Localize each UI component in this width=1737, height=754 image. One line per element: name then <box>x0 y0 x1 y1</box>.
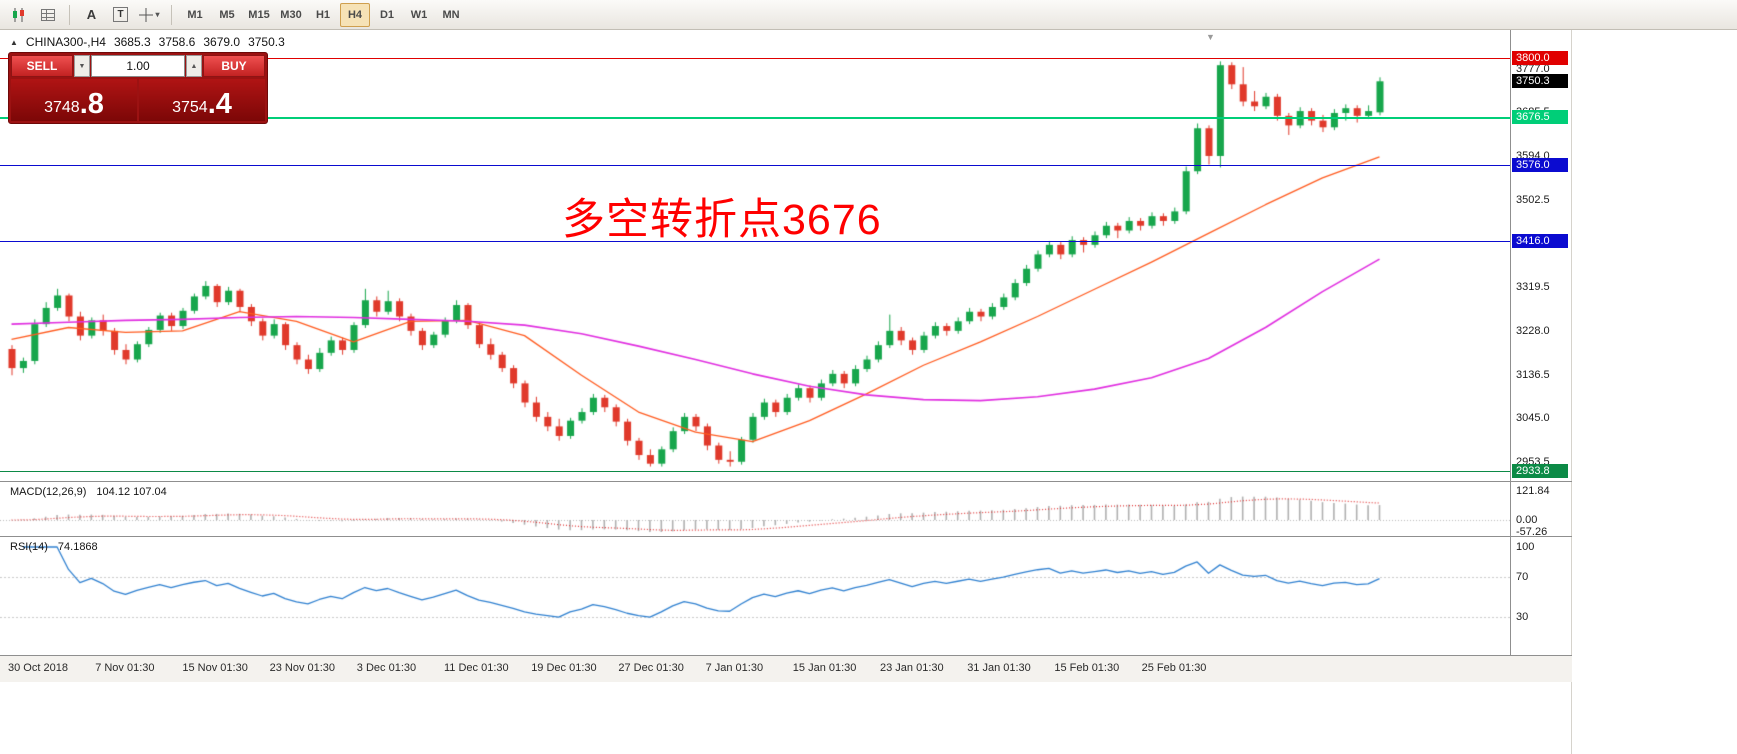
timeframe-button-h4[interactable]: H4 <box>340 2 370 27</box>
caret-down-icon: ▾ <box>155 10 160 19</box>
toolbar: A T ▾ M1 M5 M15 M30 H1 H4 D1 W1 MN <box>0 0 1737 30</box>
chart-annotation-text[interactable]: 多空转折点3676 <box>562 196 882 244</box>
macd-pane-canvas[interactable] <box>0 482 1510 536</box>
text-label-button[interactable]: A <box>78 3 105 27</box>
price-axis-tick: 3228.0 <box>1516 324 1550 337</box>
ohlc-close: 3750.3 <box>248 35 285 49</box>
time-axis[interactable]: 30 Oct 2018 7 Nov 01:30 15 Nov 01:30 23 Nov… <box>0 656 1572 682</box>
toolbar-separator <box>171 4 172 25</box>
horizontal-line-3576.0[interactable] <box>0 165 1510 166</box>
time-axis-label: 31 Jan 01:30 <box>967 662 1031 674</box>
ohlc-high: 3758.6 <box>158 35 196 49</box>
price-level-label-3800.0: 3800.0 <box>1512 50 1568 65</box>
pane-separator <box>0 655 1572 656</box>
timeframe-button-w1[interactable]: W1 <box>404 3 434 27</box>
horizontal-line-2933.8[interactable] <box>0 471 1510 472</box>
crosshair-icon <box>139 7 154 22</box>
symbol-period-label: CHINA300-,H4 <box>25 35 106 49</box>
sell-price-big: .8 <box>79 88 104 121</box>
indicators-grid-icon <box>40 8 55 21</box>
rsi-axis-label: 70 <box>1516 571 1529 583</box>
sell-button[interactable]: SELL <box>11 55 73 77</box>
volume-increase-button[interactable]: ▲ <box>186 55 202 77</box>
macd-pane-label: MACD(12,26,9) 104.12 107.04 <box>10 486 167 498</box>
symbol-triangle-icon: ▲ <box>10 37 18 47</box>
timeframe-button-mn[interactable]: MN <box>436 3 466 27</box>
buy-price-big: .4 <box>207 88 232 121</box>
chart-title: ▲ CHINA300-,H4 3685.3 3758.6 3679.0 3750… <box>10 35 285 49</box>
price-axis-tick: 3045.0 <box>1516 412 1550 425</box>
price-axis-tick: 3777.0 <box>1516 62 1550 75</box>
pane-separator[interactable] <box>0 536 1572 537</box>
text-label-icon: A <box>86 7 97 22</box>
rsi-pane-label: RSI(14) 74.1868 <box>10 541 98 553</box>
price-axis-tick: 3136.5 <box>1516 368 1550 381</box>
time-axis-label: 23 Nov 01:30 <box>269 662 336 674</box>
price-axis-border <box>1510 30 1511 655</box>
price-axis-tick: 3502.5 <box>1516 193 1550 206</box>
time-axis-label: 19 Dec 01:30 <box>531 662 597 674</box>
macd-axis-label: 121.84 <box>1516 485 1550 497</box>
horizontal-line-3416.0[interactable] <box>0 241 1510 242</box>
crosshair-tool-button[interactable]: ▾ <box>136 3 163 27</box>
price-level-label-3750.3: 3750.3 <box>1512 74 1568 89</box>
time-axis-label: 23 Jan 01:30 <box>880 662 944 674</box>
price-level-label-2933.8: 2933.8 <box>1512 464 1568 479</box>
time-axis-label: 11 Dec 01:30 <box>444 662 509 674</box>
time-axis-label: 7 Jan 01:30 <box>705 662 764 674</box>
timeframe-button-m15[interactable]: M15 <box>244 3 274 27</box>
volume-input[interactable] <box>91 55 185 77</box>
time-axis-label: 15 Jan 01:30 <box>792 662 857 674</box>
time-axis-label: 7 Nov 01:30 <box>95 662 155 674</box>
sell-price-main: 3748 <box>44 99 80 117</box>
timeframe-group: M1 M5 M15 M30 H1 H4 D1 W1 MN <box>180 2 466 27</box>
horizontal-line-3676.5[interactable] <box>0 117 1510 119</box>
price-level-label-3416.0: 3416.0 <box>1512 234 1568 249</box>
macd-name: MACD(12,26,9) <box>10 486 87 498</box>
pane-separator[interactable] <box>0 481 1572 482</box>
timeframe-button-h1[interactable]: H1 <box>308 3 338 27</box>
buy-button[interactable]: BUY <box>203 55 265 77</box>
timeframe-button-d1[interactable]: D1 <box>372 3 402 27</box>
indicators-grid-button[interactable] <box>34 3 61 27</box>
timeframe-button-m1[interactable]: M1 <box>180 3 210 27</box>
macd-axis-label: 0.00 <box>1516 514 1538 526</box>
volume-decrease-icon: ▼ <box>78 62 86 70</box>
chart-window: ▲ CHINA300-,H4 3685.3 3758.6 3679.0 3750… <box>0 30 1572 754</box>
volume-increase-icon: ▲ <box>190 62 198 70</box>
price-level-label-3676.5: 3676.5 <box>1512 109 1568 124</box>
price-axis-tick: 3319.5 <box>1516 281 1550 294</box>
text-box-icon: T <box>113 7 128 22</box>
rsi-axis-label: 30 <box>1516 611 1529 623</box>
horizontal-line-3800.0[interactable] <box>0 58 1510 59</box>
rsi-axis-label: 100 <box>1516 541 1535 553</box>
rsi-name: RSI(14) <box>10 541 48 553</box>
time-axis-label: 27 Dec 01:30 <box>618 662 684 674</box>
ohlc-low: 3679.0 <box>203 35 241 49</box>
timeframe-button-m5[interactable]: M5 <box>212 3 242 27</box>
volume-decrease-button[interactable]: ▼ <box>74 55 90 77</box>
time-axis-label: 15 Nov 01:30 <box>182 662 248 674</box>
macd-values: 104.12 107.04 <box>96 486 167 498</box>
price-level-label-3576.0: 3576.0 <box>1512 157 1568 172</box>
rsi-pane-canvas[interactable] <box>0 537 1510 655</box>
time-axis-label: 3 Dec 01:30 <box>356 662 417 674</box>
rsi-value: 74.1868 <box>57 541 98 553</box>
ohlc-open: 3685.3 <box>113 35 151 49</box>
time-axis-label: 15 Feb 01:30 <box>1054 662 1120 674</box>
candlestick-chart-icon <box>12 7 24 22</box>
buy-price-display[interactable]: 3754 .4 <box>139 79 265 121</box>
time-axis-label: 30 Oct 2018 <box>8 662 68 674</box>
chart-shift-marker-icon[interactable]: ▼ <box>1206 32 1215 42</box>
timeframe-button-m30[interactable]: M30 <box>276 3 306 27</box>
one-click-trading-panel: SELL ▼ ▲ BUY 3748 .8 3754 .4 <box>8 52 268 124</box>
macd-axis-label: -57.26 <box>1516 526 1548 538</box>
toolbar-separator <box>69 4 70 25</box>
text-box-button[interactable]: T <box>107 3 134 27</box>
candlestick-chart-button[interactable] <box>5 3 32 27</box>
sell-price-display[interactable]: 3748 .8 <box>11 79 137 121</box>
buy-price-main: 3754 <box>172 99 208 117</box>
time-axis-label: 25 Feb 01:30 <box>1141 662 1207 674</box>
